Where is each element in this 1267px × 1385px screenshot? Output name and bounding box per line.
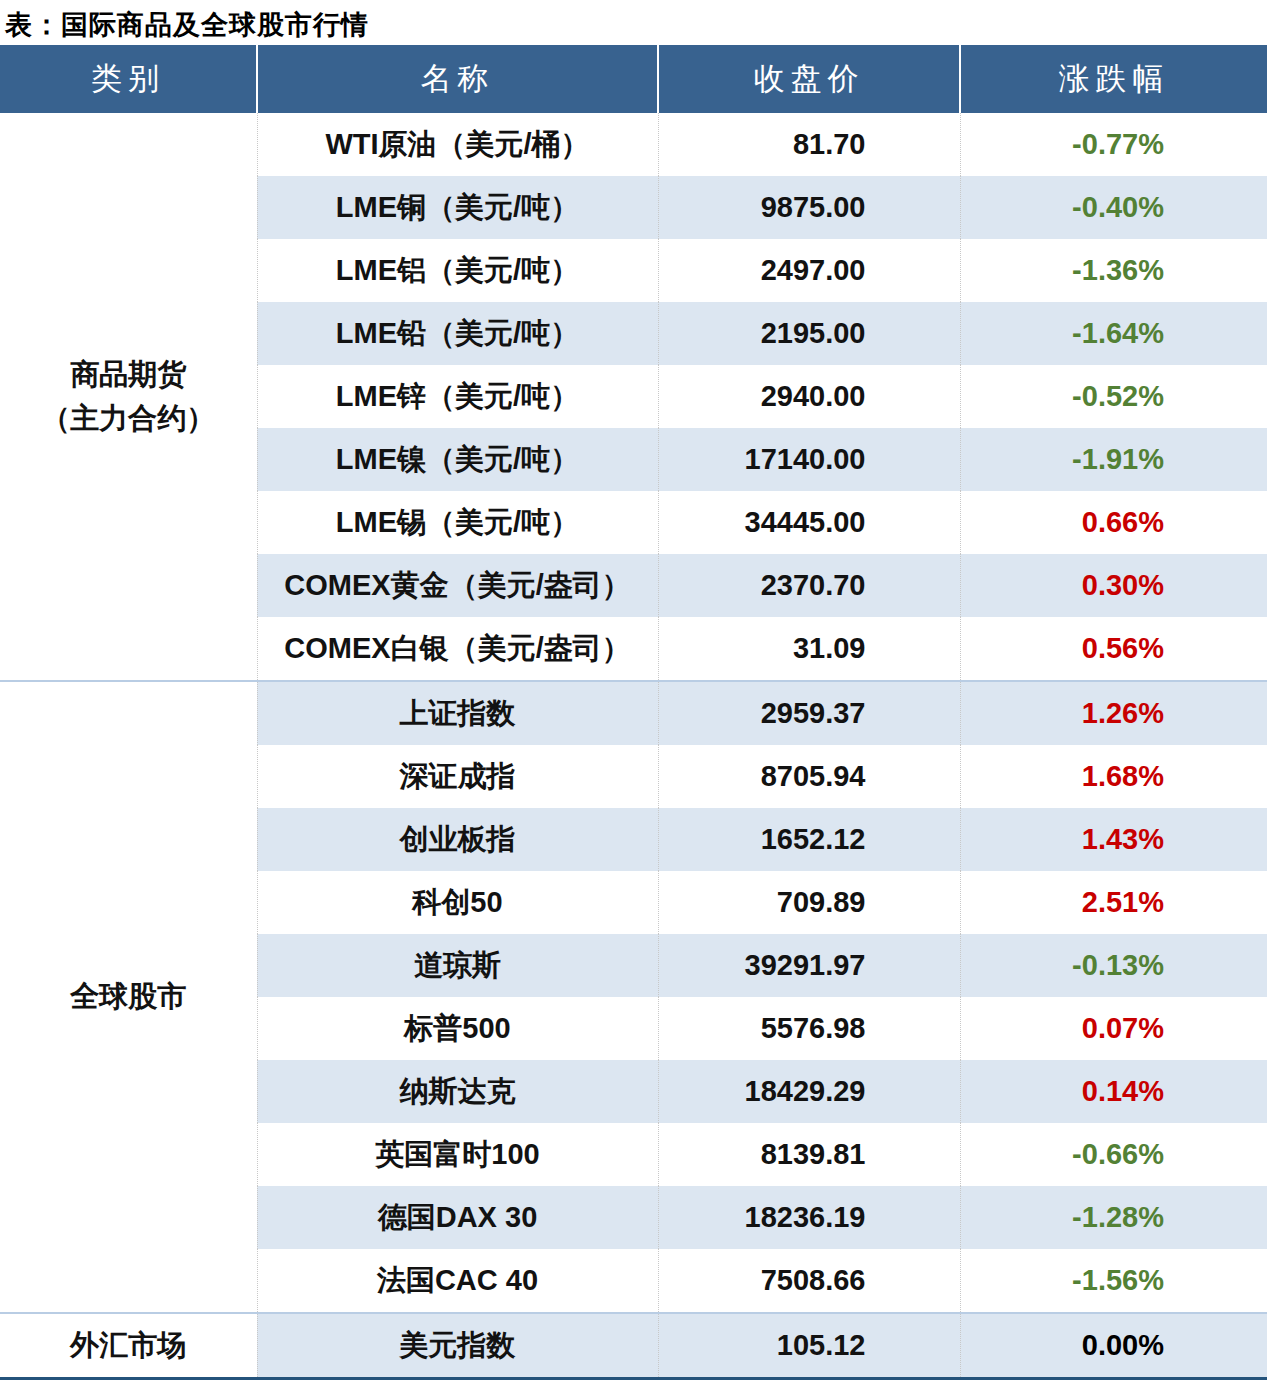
table-row: 商品期货（主力合约）WTI原油（美元/桶） 81.70 -0.77% xyxy=(0,113,1267,176)
instrument-name: LME锡（美元/吨） xyxy=(257,491,658,554)
instrument-name: LME锌（美元/吨） xyxy=(257,365,658,428)
instrument-name: 科创50 xyxy=(257,871,658,934)
figure-title: 表：国际商品及全球股市行情 xyxy=(0,0,1267,45)
table-row: 全球股市上证指数 2959.37 1.26% xyxy=(0,681,1267,745)
close-price: 8139.81 xyxy=(658,1123,960,1186)
change-percent: -1.28% xyxy=(960,1186,1267,1249)
change-percent: 0.30% xyxy=(960,554,1267,617)
change-percent: -1.91% xyxy=(960,428,1267,491)
instrument-name: 深证成指 xyxy=(257,745,658,808)
change-percent: 0.14% xyxy=(960,1060,1267,1123)
header-row: 类别 名称 收盘价 涨跌幅 xyxy=(0,45,1267,113)
close-price: 2370.70 xyxy=(658,554,960,617)
change-percent: -0.13% xyxy=(960,934,1267,997)
category-cell: 商品期货（主力合约） xyxy=(0,113,257,681)
close-price: 39291.97 xyxy=(658,934,960,997)
close-price: 709.89 xyxy=(658,871,960,934)
instrument-name: 德国DAX 30 xyxy=(257,1186,658,1249)
change-percent: 0.66% xyxy=(960,491,1267,554)
category-label: （主力合约） xyxy=(1,397,256,441)
change-percent: -0.52% xyxy=(960,365,1267,428)
instrument-name: LME铅（美元/吨） xyxy=(257,302,658,365)
market-table: 类别 名称 收盘价 涨跌幅 商品期货（主力合约）WTI原油（美元/桶） 81.7… xyxy=(0,45,1267,1380)
close-price: 18236.19 xyxy=(658,1186,960,1249)
instrument-name: 美元指数 xyxy=(257,1313,658,1379)
category-cell: 全球股市 xyxy=(0,681,257,1313)
instrument-name: 英国富时100 xyxy=(257,1123,658,1186)
change-percent: 0.00% xyxy=(960,1313,1267,1379)
instrument-name: LME铝（美元/吨） xyxy=(257,239,658,302)
change-percent: 2.51% xyxy=(960,871,1267,934)
instrument-name: 上证指数 xyxy=(257,681,658,745)
change-percent: -1.36% xyxy=(960,239,1267,302)
instrument-name: 标普500 xyxy=(257,997,658,1060)
instrument-name: COMEX黄金（美元/盎司） xyxy=(257,554,658,617)
close-price: 2497.00 xyxy=(658,239,960,302)
change-percent: 1.26% xyxy=(960,681,1267,745)
close-price: 9875.00 xyxy=(658,176,960,239)
close-price: 105.12 xyxy=(658,1313,960,1379)
header-name: 名称 xyxy=(257,45,658,113)
change-percent: -1.56% xyxy=(960,1249,1267,1313)
close-price: 7508.66 xyxy=(658,1249,960,1313)
close-price: 2195.00 xyxy=(658,302,960,365)
close-price: 34445.00 xyxy=(658,491,960,554)
change-percent: 1.43% xyxy=(960,808,1267,871)
category-label: 外汇市场 xyxy=(1,1324,256,1368)
table-row: 外汇市场美元指数 105.12 0.00% xyxy=(0,1313,1267,1379)
change-percent: -0.40% xyxy=(960,176,1267,239)
instrument-name: LME镍（美元/吨） xyxy=(257,428,658,491)
close-price: 81.70 xyxy=(658,113,960,176)
header-change-percent: 涨跌幅 xyxy=(960,45,1267,113)
figure-page: 表：国际商品及全球股市行情 类别 名称 收盘价 涨跌幅 商品期货（主力合约）WT… xyxy=(0,0,1267,1385)
header-close-price: 收盘价 xyxy=(658,45,960,113)
close-price: 31.09 xyxy=(658,617,960,681)
change-percent: -1.64% xyxy=(960,302,1267,365)
category-label: 商品期货 xyxy=(1,353,256,397)
close-price: 17140.00 xyxy=(658,428,960,491)
close-price: 1652.12 xyxy=(658,808,960,871)
change-percent: -0.66% xyxy=(960,1123,1267,1186)
instrument-name: COMEX白银（美元/盎司） xyxy=(257,617,658,681)
close-price: 2959.37 xyxy=(658,681,960,745)
close-price: 5576.98 xyxy=(658,997,960,1060)
instrument-name: 道琼斯 xyxy=(257,934,658,997)
instrument-name: 创业板指 xyxy=(257,808,658,871)
category-label: 全球股市 xyxy=(1,975,256,1019)
close-price: 8705.94 xyxy=(658,745,960,808)
close-price: 2940.00 xyxy=(658,365,960,428)
instrument-name: LME铜（美元/吨） xyxy=(257,176,658,239)
header-category: 类别 xyxy=(0,45,257,113)
instrument-name: 纳斯达克 xyxy=(257,1060,658,1123)
source-note: 来源：交易所 xyxy=(0,1380,1267,1385)
category-cell: 外汇市场 xyxy=(0,1313,257,1379)
change-percent: 0.07% xyxy=(960,997,1267,1060)
change-percent: -0.77% xyxy=(960,113,1267,176)
instrument-name: WTI原油（美元/桶） xyxy=(257,113,658,176)
close-price: 18429.29 xyxy=(658,1060,960,1123)
change-percent: 0.56% xyxy=(960,617,1267,681)
change-percent: 1.68% xyxy=(960,745,1267,808)
instrument-name: 法国CAC 40 xyxy=(257,1249,658,1313)
